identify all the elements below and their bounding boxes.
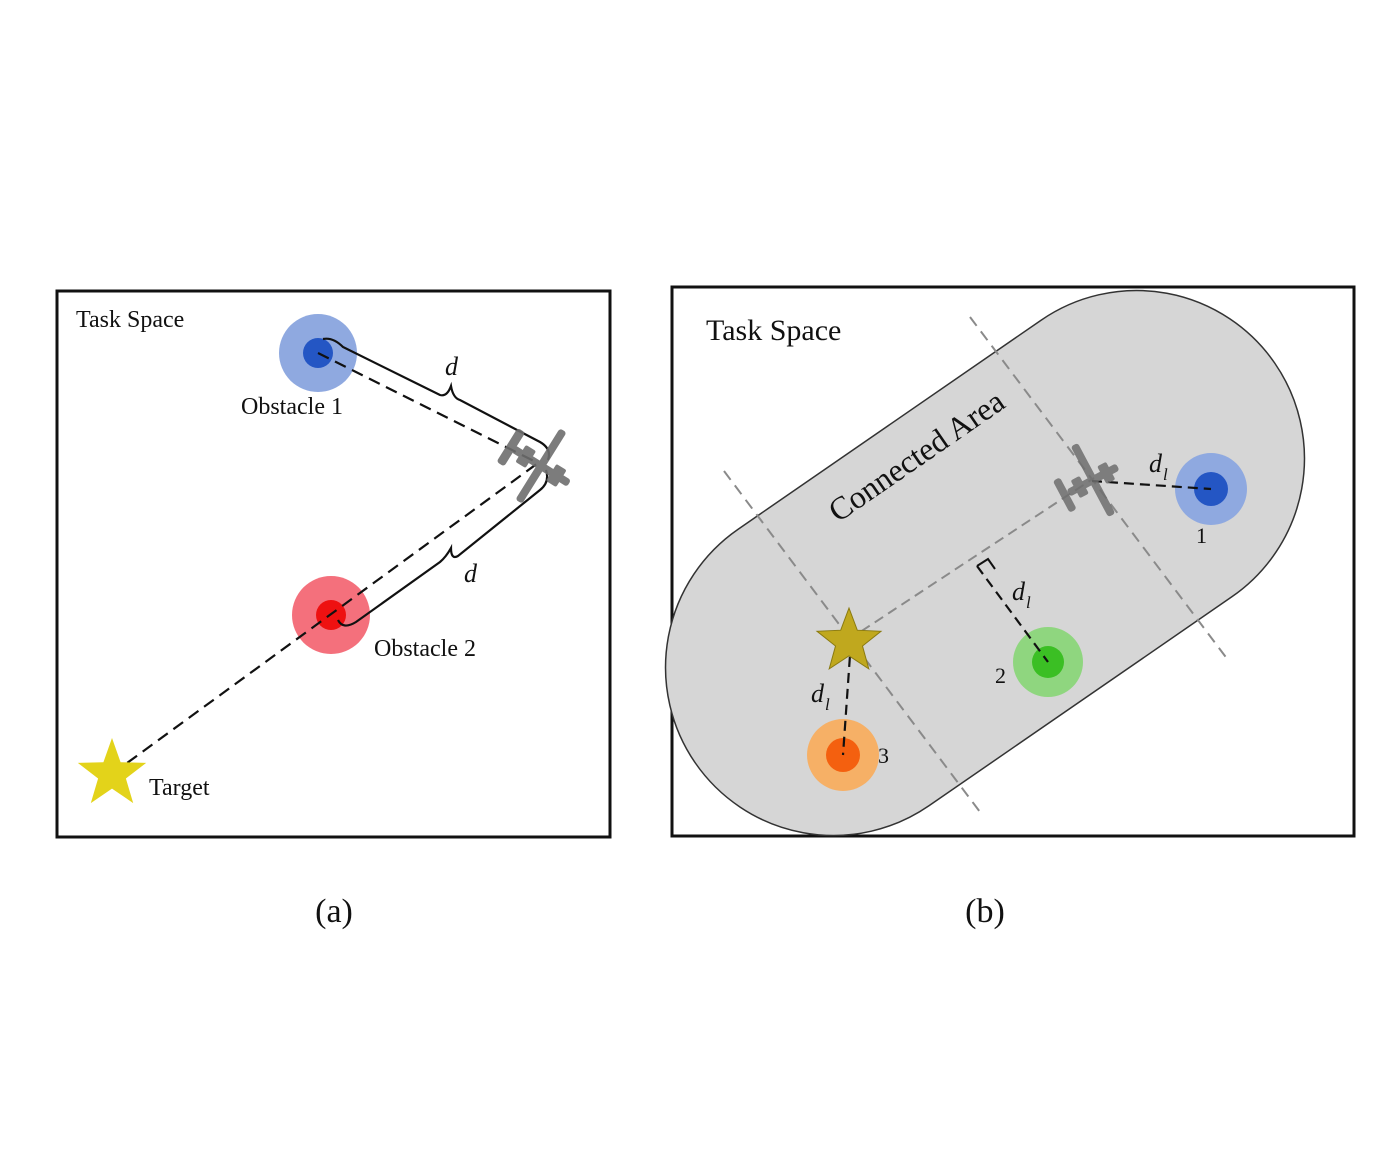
- obstacle-2-label: Obstacle 2: [374, 636, 476, 662]
- obstacle-b1-label: 1: [1196, 523, 1207, 548]
- distance-brace-2: [337, 469, 549, 627]
- distance-label-b1: d l: [1149, 449, 1168, 484]
- task-space-label-b: Task Space: [706, 314, 841, 347]
- panel-a: Task Space Obstacle 1 Obstacle 2 d d Tar…: [55, 289, 612, 839]
- target-star-icon: [77, 738, 147, 804]
- svg-text:d: d: [811, 679, 825, 708]
- caption-a: (a): [315, 893, 353, 930]
- connected-area: [664, 289, 1306, 837]
- dashed-line-target-uav: [111, 462, 539, 775]
- svg-text:l: l: [825, 695, 830, 714]
- svg-text:d: d: [1012, 577, 1026, 606]
- center-line: [847, 477, 1095, 641]
- svg-text:l: l: [1163, 465, 1168, 484]
- distance-line-b2: [976, 565, 1049, 663]
- obstacle-b2-label: 2: [995, 663, 1006, 688]
- dashed-line-uav-obstacle-1: [317, 352, 539, 464]
- distance-label-b2: d l: [1012, 577, 1031, 612]
- obstacle-b3-label: 3: [878, 743, 889, 768]
- task-space-label-a: Task Space: [76, 307, 184, 333]
- distance-line-b1: [1091, 479, 1212, 491]
- caption-b: (b): [965, 893, 1005, 930]
- target-star-icon-b: [815, 606, 883, 671]
- distance-line-b3: [841, 640, 853, 756]
- distance-label-2: d: [464, 559, 478, 588]
- obstacle-1-label: Obstacle 1: [241, 394, 343, 420]
- right-angle-marker: [976, 557, 996, 570]
- target-label: Target: [149, 775, 210, 801]
- distance-brace-1: [322, 337, 551, 461]
- distance-label-b3: d l: [811, 679, 830, 714]
- svg-text:l: l: [1026, 593, 1031, 612]
- panel-b: Task Space Connected Area 1 2 3 d l d: [664, 285, 1356, 838]
- svg-text:d: d: [1149, 449, 1163, 478]
- distance-label-1: d: [445, 352, 459, 381]
